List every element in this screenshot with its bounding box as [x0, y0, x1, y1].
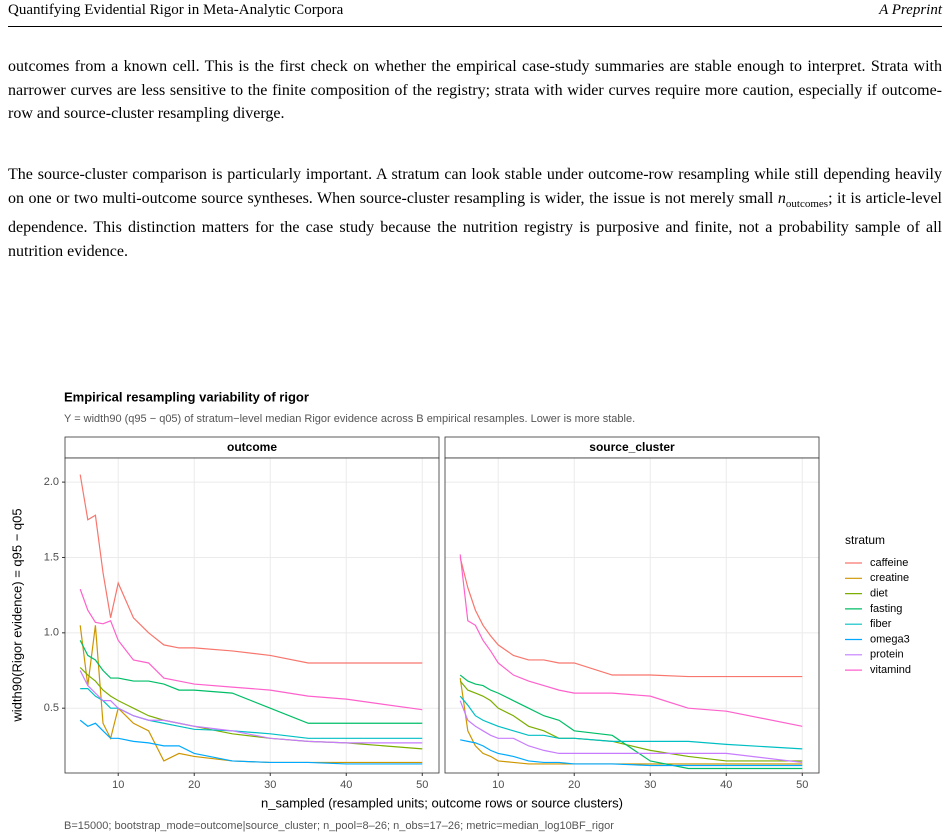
legend-label: diet [870, 588, 888, 600]
x-tick-label: 10 [112, 779, 124, 791]
x-tick-label: 40 [340, 779, 352, 791]
legend-label: caffeine [870, 557, 908, 569]
x-tick-label: 30 [644, 779, 656, 791]
legend-label: fiber [870, 618, 892, 630]
caption: B=15000; bootstrap_mode=outcome|source_c… [64, 820, 614, 832]
subscript: outcomes [785, 197, 829, 210]
x-tick-label: 20 [188, 779, 200, 791]
text: outcomes from a known cell. This is the … [8, 58, 942, 122]
x-tick-label: 50 [416, 779, 428, 791]
math: n [777, 189, 786, 207]
x-axis-label: n_sampled (resampled units; outcome rows… [261, 795, 623, 810]
y-tick-label: 2.0 [44, 476, 59, 488]
y-axis-label: width90(Rigor evidence) = q95 − q05 [9, 508, 24, 722]
running-label: A Preprint [879, 2, 942, 18]
legend-label: protein [870, 649, 904, 661]
series-line [79, 719, 423, 765]
facet-title: outcome [227, 440, 277, 454]
x-tick-label: 10 [492, 779, 504, 791]
series-line [459, 700, 803, 764]
chart-subtitle: Y = width90 (q95 − q05) of stratum−level… [64, 413, 635, 425]
legend-label: creatine [870, 572, 909, 584]
series-line [80, 687, 423, 739]
x-tick-label: 30 [264, 779, 276, 791]
x-tick-label: 40 [720, 779, 732, 791]
paragraph: outcomes from a known cell. This is the … [8, 55, 942, 126]
paragraph: The source-cluster comparison is particu… [8, 163, 942, 263]
text: The source-cluster comparison is particu… [8, 166, 942, 207]
facet-title: source_cluster [589, 440, 675, 454]
panel [445, 458, 819, 773]
panel-border [64, 457, 440, 774]
panel [65, 458, 439, 773]
series-line [79, 474, 423, 664]
series-line [460, 739, 803, 767]
header-rule [8, 26, 942, 27]
y-tick-label: 1.0 [44, 627, 59, 639]
panel-border [444, 457, 820, 774]
y-tick-label: 1.5 [44, 551, 59, 563]
series-line [459, 557, 803, 678]
series-line [79, 640, 423, 724]
series-line [79, 588, 423, 711]
y-tick-label: 0.5 [44, 702, 59, 714]
legend-label: omega3 [870, 633, 910, 645]
series-line [79, 670, 423, 744]
series-line [459, 554, 803, 727]
x-tick-label: 50 [796, 779, 808, 791]
series-line [459, 674, 803, 770]
text: ; it is article-level dependence. This d… [8, 189, 942, 260]
x-tick-label: 20 [568, 779, 580, 791]
series-line [459, 677, 803, 765]
running-title: Quantifying Evidential Rigor in Meta-Ana… [8, 2, 344, 18]
legend-title: stratum [845, 533, 885, 547]
chart-title: Empirical resampling variability of rigo… [64, 389, 309, 404]
legend-label: vitamind [870, 664, 911, 676]
series-line [459, 695, 803, 750]
legend-label: fasting [870, 603, 902, 615]
